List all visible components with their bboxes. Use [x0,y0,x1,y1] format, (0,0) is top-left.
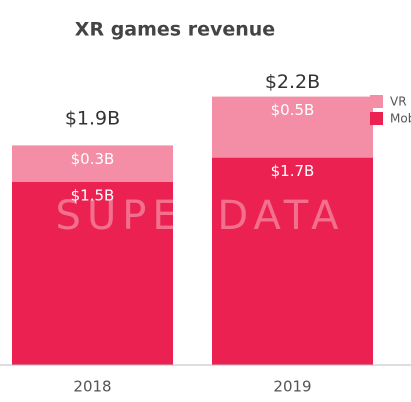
x-tick-label: 2019 [273,378,311,396]
total-label: $1.9B [65,108,120,130]
total-label: $2.2B [265,71,320,93]
value-label: $0.5B [271,101,315,119]
chart-title: XR games revenue [75,19,275,41]
bar-segment [12,145,173,182]
bar-segment [212,157,373,365]
bar-segment [12,182,173,365]
watermark: SUPERDATA [56,193,345,239]
value-label: $1.7B [271,162,315,180]
legend-swatch [370,112,383,125]
value-label: $0.3B [71,150,115,168]
legend-label: Mobile [390,112,411,126]
legend-label: VR [390,95,407,109]
bar-segment [212,96,373,158]
value-label: $1.5B [71,187,115,205]
legend-swatch [370,95,383,108]
x-tick-label: 2018 [73,378,111,396]
